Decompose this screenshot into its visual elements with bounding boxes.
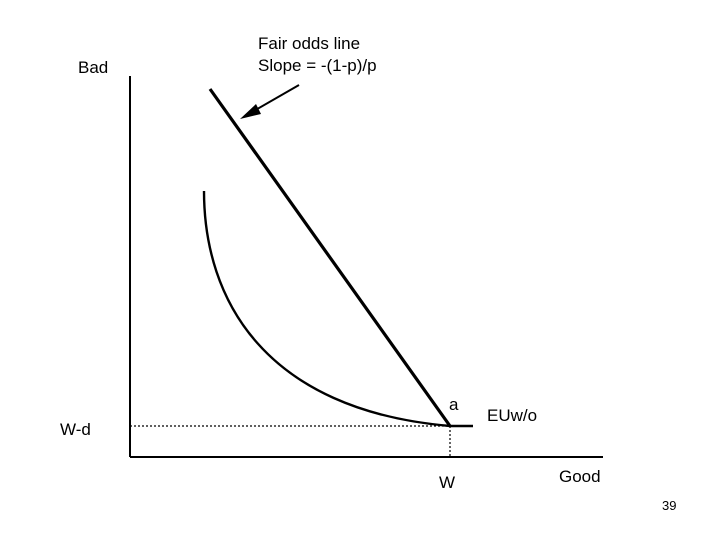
- x-axis-label: Good: [559, 467, 601, 486]
- annotation-arrow-head: [240, 104, 261, 119]
- fair-odds-line: [208, 88, 452, 427]
- fair-odds-annotation: Fair odds line Slope = -(1-p)/p: [258, 33, 377, 77]
- curve-label: EUw/o: [487, 406, 538, 425]
- y-axis-label: Bad: [78, 58, 109, 77]
- annotation-line-1: Fair odds line: [258, 34, 361, 53]
- annotation-line-2: Slope = -(1-p)/p: [258, 56, 377, 75]
- point-a-label: a: [449, 395, 459, 414]
- page-number: 39: [662, 498, 677, 513]
- indifference-curve: [202, 190, 473, 428]
- annotation-arrow-shaft: [251, 84, 300, 113]
- y-tick-label: W-d: [60, 420, 91, 439]
- x-tick-label: W: [439, 473, 456, 492]
